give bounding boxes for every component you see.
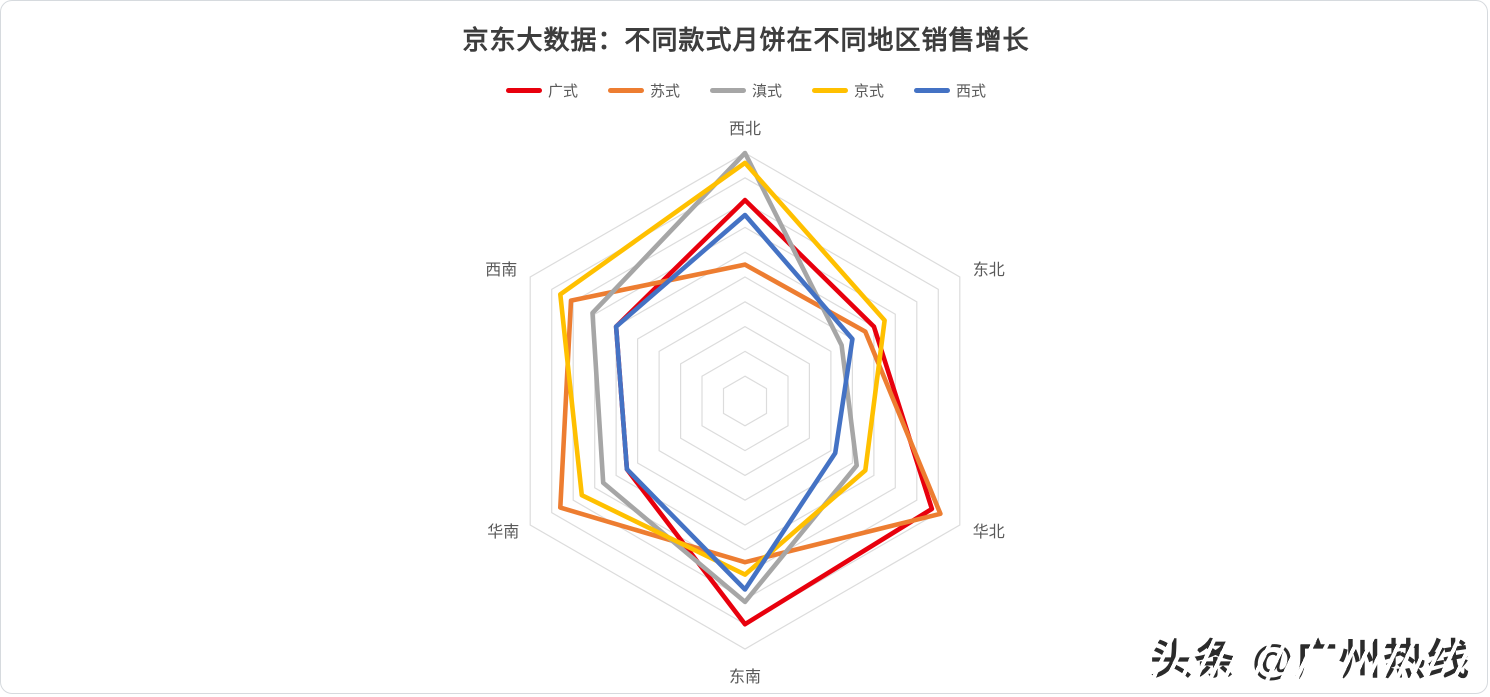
axis-label: 华南 bbox=[487, 524, 520, 541]
watermark-text: 头条 @广州热线 bbox=[1150, 635, 1471, 683]
legend: 广式 苏式 滇式 京式 西式 bbox=[1, 80, 1490, 101]
axis-label: 西南 bbox=[485, 262, 518, 279]
grid-ring bbox=[722, 375, 768, 427]
legend-item: 苏式 bbox=[607, 80, 680, 101]
legend-item: 西式 bbox=[914, 80, 986, 101]
legend-label: 苏式 bbox=[649, 83, 680, 100]
series-line-2 bbox=[557, 262, 943, 565]
legend-label: 广式 bbox=[547, 83, 578, 100]
series-line-5 bbox=[613, 212, 855, 592]
axis-label: 西北 bbox=[728, 121, 762, 138]
axis-label: 华北 bbox=[972, 524, 1005, 541]
series-line-1 bbox=[613, 197, 935, 627]
grid-ring bbox=[701, 350, 789, 452]
grid-ring bbox=[551, 177, 939, 625]
grid-ring bbox=[529, 152, 961, 650]
legend-swatch bbox=[812, 88, 848, 93]
legend-swatch bbox=[709, 88, 746, 93]
legend-swatch bbox=[505, 88, 542, 93]
legend-swatch bbox=[914, 88, 951, 93]
legend-label: 西式 bbox=[956, 83, 987, 100]
grid-ring bbox=[636, 276, 854, 526]
legend-swatch bbox=[607, 88, 644, 93]
grid-ring bbox=[679, 325, 811, 477]
chart-title: 京东大数据：不同款式月饼在不同地区销售增长 bbox=[462, 25, 1030, 55]
legend-item: 广式 bbox=[505, 80, 578, 101]
watermark: 头条 @广州热线 bbox=[1148, 632, 1473, 688]
axis-label: 东南 bbox=[728, 669, 762, 686]
legend-label: 滇式 bbox=[751, 83, 782, 100]
series-line-3 bbox=[590, 150, 860, 605]
series-line-4 bbox=[557, 160, 887, 577]
grid-ring bbox=[572, 201, 918, 601]
legend-label: 京式 bbox=[854, 83, 885, 100]
axis-label: 东北 bbox=[972, 262, 1005, 279]
legend-item: 京式 bbox=[812, 80, 884, 101]
grid-ring bbox=[658, 301, 832, 501]
legend-item: 滇式 bbox=[709, 80, 782, 101]
